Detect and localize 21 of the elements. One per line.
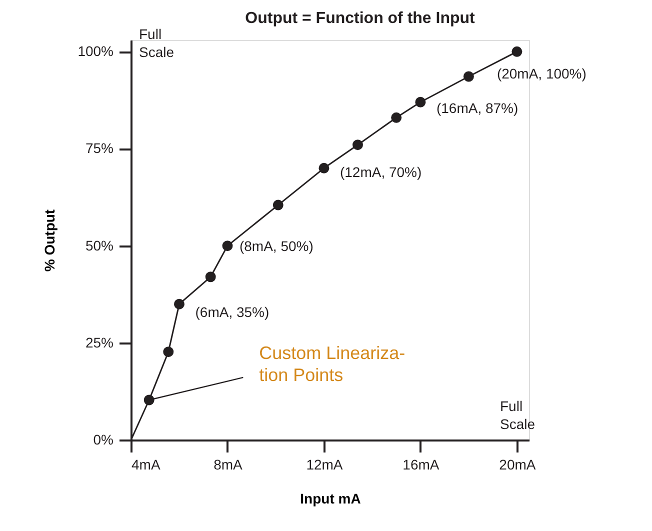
annotation: (16mA, 87%): [436, 100, 518, 116]
y-tick-label: 75%: [85, 140, 114, 156]
annotation: Full Scale: [500, 398, 536, 432]
annotation: (8mA, 50%): [239, 238, 314, 254]
y-tick-label: 50%: [85, 237, 114, 254]
chart-title: Output = Function of the Input: [245, 10, 476, 27]
x-tick-label: 8mA: [214, 456, 244, 472]
annotation: (20mA, 100%): [496, 66, 586, 82]
x-tick-label: 20mA: [499, 456, 536, 472]
y-tick-label: 100%: [78, 43, 114, 60]
x-tick-label: 12mA: [306, 456, 344, 472]
y-axis-title: % Output: [42, 209, 58, 272]
annotation: (12mA, 70%): [340, 164, 422, 180]
x-tick-label: 4mA: [132, 456, 161, 472]
y-tick-label: 25%: [85, 334, 114, 350]
x-axis-title: Input mA: [300, 490, 361, 506]
annotation: Custom Lineariza- tion Points: [259, 343, 406, 385]
annotation: (6mA, 35%): [195, 304, 270, 320]
x-tick-label: 16mA: [402, 456, 440, 472]
annotation: Full Scale: [139, 26, 174, 60]
y-tick-label: 0%: [93, 432, 114, 448]
